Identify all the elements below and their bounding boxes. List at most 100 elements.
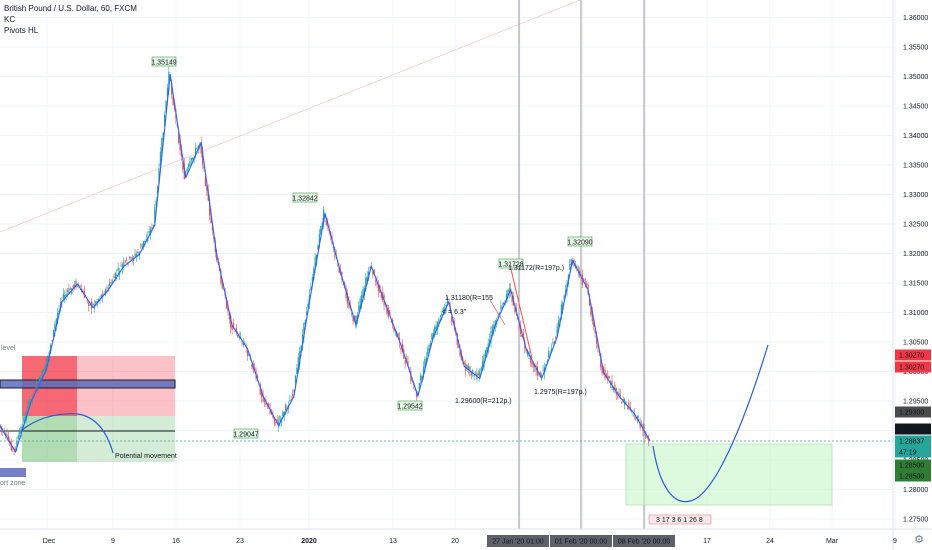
candle-body [104,289,107,296]
candle-body [317,245,319,250]
price-tick: 1.36000 [903,15,928,22]
candle-body [66,290,69,292]
candle-body [28,400,31,404]
time-tick: 24 [766,538,774,545]
candle-body [69,288,71,290]
candle-body [189,160,191,166]
candle-body [614,384,616,391]
candle-body [422,366,425,378]
candle-body [556,325,558,338]
indicator-pivots[interactable]: Pivots HL [4,26,39,35]
candle-body [414,388,416,391]
candle-body [251,364,253,368]
candle-body [393,326,395,331]
indicator-kc[interactable]: KC [4,15,16,24]
candle-body [359,298,361,310]
support-zone-label: ort zone [0,480,26,487]
time-tick: 16 [172,538,180,545]
candle-body [52,329,55,336]
candle-body [451,316,453,322]
price-label: 47:19 [899,450,917,457]
candle-body [546,360,548,363]
candle-body [148,231,150,234]
candle-body [86,299,88,301]
candle-body [24,416,26,418]
candle-body [75,280,77,288]
candle-body [50,344,52,352]
candle-body [130,256,132,258]
target-zone [22,416,77,462]
candle-body [204,175,207,187]
price-tick: 1.31500 [903,281,928,288]
candle-body [159,151,161,167]
candle-body [355,315,357,328]
level-label: level [1,345,16,352]
target-zone-extended [77,416,175,462]
candle-body [299,351,301,365]
candle-body [48,351,50,356]
timeline-markers-box [648,514,712,525]
candle-body [362,288,364,298]
candle-body [483,354,485,367]
candle-body [228,313,230,320]
candle-body [43,370,45,372]
candle-body [605,373,607,378]
candle-body [625,402,627,404]
candle-body [30,399,32,402]
candle-body [601,366,603,374]
support-zone-bar [0,468,26,477]
candle-body [154,207,156,224]
pivot-label-box [498,258,524,269]
candle-body [531,361,533,365]
candle-body [31,394,33,399]
candle-body [285,404,287,410]
candle-body [310,286,312,290]
candle-body [126,259,128,261]
candle-body [62,294,64,299]
time-tick: 23 [236,538,244,545]
candle-body [424,358,426,372]
time-highlight-box [487,535,549,547]
candle-body [194,148,197,156]
pivot-label-box [397,400,423,411]
candle-body [470,371,472,376]
candle-body [600,353,602,368]
symbol-title[interactable]: British Pound / U.S. Dollar, 60, FXCM [4,4,137,13]
candle-body [165,100,167,113]
candle-body [121,264,124,269]
candle-body [377,284,380,292]
candle-body [186,168,188,173]
price-tick: 1.33000 [903,192,928,199]
candle-body [133,258,135,261]
annotation-text: 1.31180(R=155 [445,295,493,302]
candle-body [360,295,363,304]
candle-body [539,372,541,377]
candle-body [557,320,560,326]
candle-body [570,259,572,265]
candle-body [490,331,492,342]
candle-body [619,394,622,397]
time-highlight-label: 27 Jan '20 01:00 [492,539,544,546]
candle-body [292,393,294,396]
pivot-label: 1.35149 [151,60,176,67]
time-highlight-label: 08 Feb '20 00:00 [618,539,670,546]
price-tick: 1.35500 [903,45,928,52]
candle-body [203,165,205,169]
candle-body [297,357,299,373]
price-label-box [895,361,931,373]
price-tick: 1.32500 [903,222,928,229]
candle-body [486,347,488,358]
candle-body [64,295,66,299]
candle-body [346,292,349,304]
candle-body [263,399,266,402]
candle-body [262,394,264,402]
price-tick: 1.34500 [903,104,928,111]
candle-body [142,241,145,248]
candle-body [19,432,21,434]
gear-icon[interactable]: ⚙ [914,534,924,546]
candle-body [376,281,378,285]
candle-body [473,374,475,376]
candle-body [594,328,596,334]
candle-body [282,411,284,417]
